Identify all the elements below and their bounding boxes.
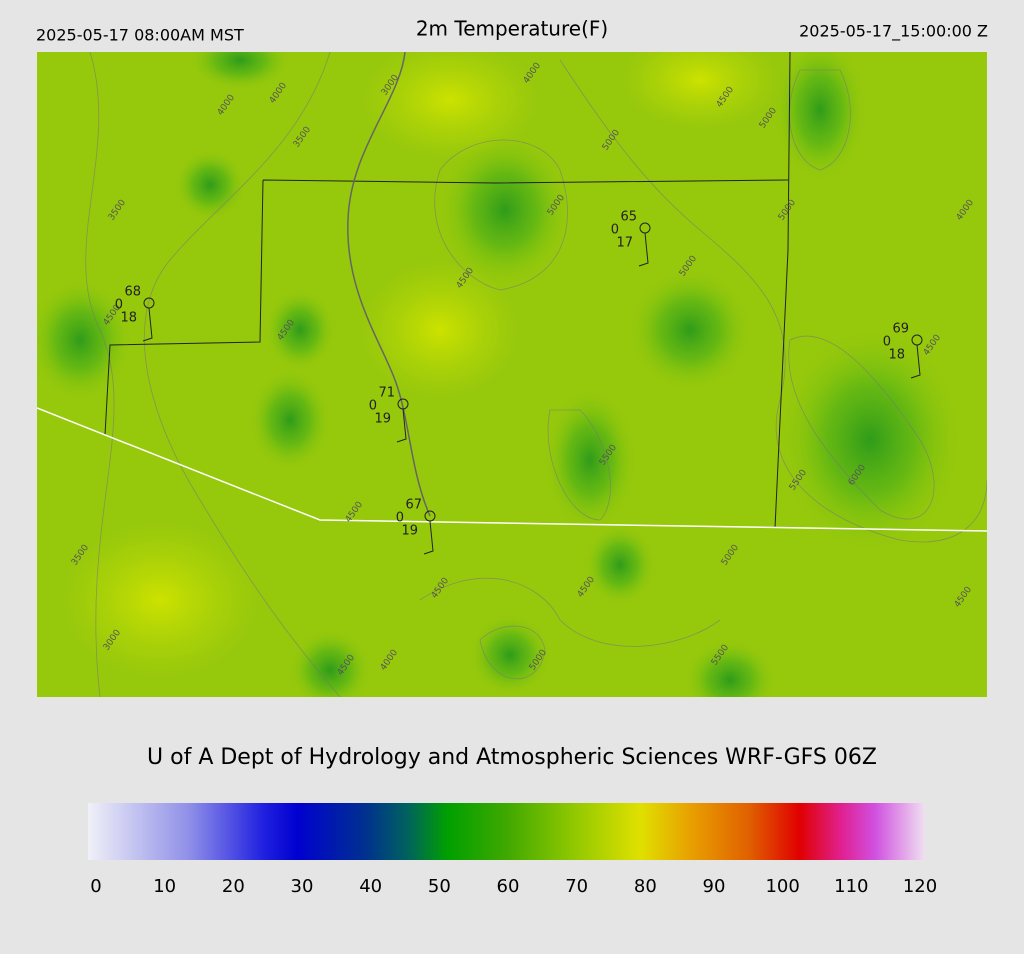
colorbar-tick-label: 70	[565, 876, 588, 897]
station-dew: 19	[401, 524, 418, 539]
county-border	[104, 52, 791, 529]
footer: U of A Dept of Hydrology and Atmospheric…	[147, 745, 877, 770]
shade	[190, 52, 290, 90]
station-dew: 18	[888, 348, 905, 363]
wind-barb	[423, 520, 434, 555]
station-temp: 71	[378, 386, 395, 401]
shade	[265, 290, 335, 370]
station-code: 0	[883, 335, 891, 350]
colorbar-tick-label: 0	[90, 876, 101, 897]
station-temp: 65	[620, 210, 637, 225]
colorbar-tick-label: 90	[703, 876, 726, 897]
contours	[85, 52, 987, 697]
river	[347, 52, 431, 517]
shade	[360, 52, 540, 160]
colorbar-tick-label: 20	[222, 876, 245, 897]
state-border	[37, 407, 987, 532]
valid-utc: 2025-05-17_15:00:00 Z	[799, 22, 988, 42]
colorbar-tick-label: 50	[428, 876, 451, 897]
colorbar-tick-label: 10	[153, 876, 176, 897]
station-code: 0	[611, 223, 619, 238]
wind-barb	[142, 307, 153, 342]
shade	[360, 260, 520, 400]
shade	[620, 52, 780, 130]
wind-barb	[910, 344, 921, 379]
wind-barb	[638, 232, 649, 267]
shade	[545, 390, 635, 530]
colorbar-tick-label: 80	[634, 876, 657, 897]
colorbar-tick-label: 30	[291, 876, 314, 897]
colorbar-ticks: 0 10 20 30 40 50 60 70 80 90 100 110 120	[90, 876, 937, 897]
shade	[780, 330, 960, 550]
shade	[585, 525, 655, 605]
shade	[250, 370, 330, 470]
station-dew: 17	[616, 236, 633, 251]
wind-barb	[396, 408, 407, 443]
shade	[630, 270, 750, 390]
station-dew: 18	[120, 311, 137, 326]
terrain-shading	[37, 52, 960, 697]
station-temp: 67	[405, 498, 422, 513]
station-code: 0	[115, 298, 123, 313]
station-temp: 69	[892, 322, 909, 337]
shade	[290, 630, 370, 697]
shade	[175, 150, 245, 220]
colorbar-tick-label: 100	[765, 876, 799, 897]
colorbar-tick-label: 120	[903, 876, 937, 897]
colorbar	[88, 803, 925, 860]
shade	[37, 280, 130, 400]
shade	[775, 52, 865, 180]
shade	[60, 520, 260, 680]
shade	[685, 640, 775, 697]
colorbar-tick-label: 40	[359, 876, 382, 897]
colorbar-tick-label: 110	[834, 876, 868, 897]
station-temp: 68	[124, 285, 141, 300]
station-code: 0	[396, 511, 404, 526]
colorbar-tick-label: 60	[497, 876, 520, 897]
station-dew: 19	[374, 412, 391, 427]
station-code: 0	[369, 399, 377, 414]
map-title: 2m Temperature(F)	[416, 17, 608, 41]
shade	[440, 135, 570, 285]
valid-local: 2025-05-17 08:00AM MST	[36, 26, 244, 45]
